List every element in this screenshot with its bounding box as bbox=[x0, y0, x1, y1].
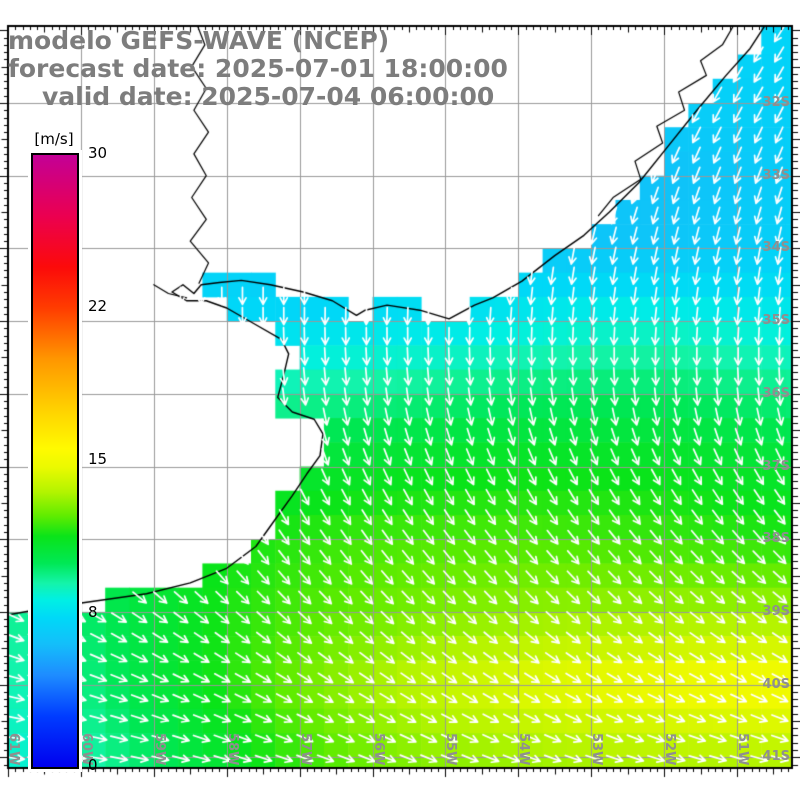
lon-tick-label: 59W bbox=[151, 733, 167, 766]
lat-tick-label: 32S bbox=[762, 95, 790, 110]
lon-tick-label: 53W bbox=[589, 733, 605, 766]
lat-tick-label: 35S bbox=[762, 313, 790, 329]
lat-tick-label: 41S bbox=[762, 749, 790, 765]
colorbar bbox=[28, 150, 82, 772]
colorbar-tick-label: 15 bbox=[88, 450, 108, 468]
forecast-date-label: forecast date: 2025-07-01 18:00:00 bbox=[8, 54, 508, 83]
colorbar-tick-label: 22 bbox=[88, 297, 108, 315]
colorbar-tick-label: 8 bbox=[88, 603, 98, 621]
lat-tick-label: 34S bbox=[762, 240, 790, 256]
colorbar-gradient bbox=[31, 153, 79, 769]
colorbar-tick-label: 30 bbox=[88, 144, 108, 162]
lat-tick-label: 38S bbox=[762, 531, 790, 547]
lon-tick-label: 52W bbox=[662, 733, 678, 766]
lon-tick-label: 58W bbox=[224, 733, 240, 766]
colorbar-tick-label: 0 bbox=[88, 756, 98, 774]
lon-tick-label: 56W bbox=[370, 733, 386, 766]
lon-tick-label: 57W bbox=[297, 733, 313, 766]
lat-tick-label: 33S bbox=[762, 167, 790, 183]
lon-tick-label: 55W bbox=[443, 733, 459, 766]
colorbar-unit-label: [m/s] bbox=[34, 130, 74, 148]
lon-tick-label: 51W bbox=[735, 733, 750, 766]
valid-date-label: valid date: 2025-07-04 06:00:00 bbox=[42, 82, 495, 111]
lat-tick-label: 36S bbox=[762, 385, 790, 401]
lon-tick-label: 54W bbox=[516, 733, 532, 766]
lon-tick-label: 61W bbox=[6, 733, 21, 766]
lat-tick-label: 37S bbox=[762, 458, 790, 474]
model-title: modelo GEFS-WAVE (NCEP) bbox=[8, 26, 390, 55]
lat-tick-label: 39S bbox=[762, 603, 790, 619]
lat-tick-label: 40S bbox=[762, 676, 790, 692]
